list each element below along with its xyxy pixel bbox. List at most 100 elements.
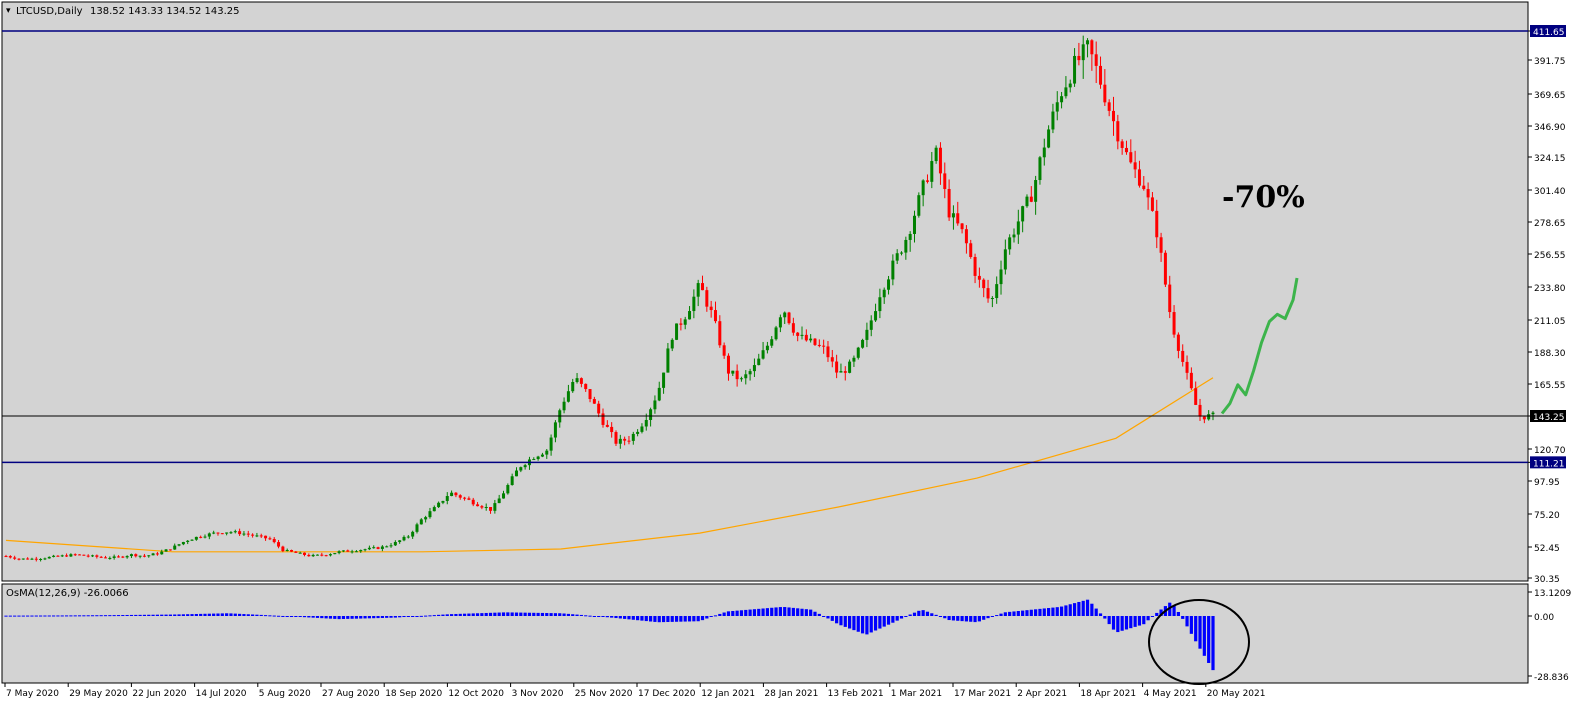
candle [350, 549, 354, 554]
candle [830, 349, 834, 368]
osma-histogram-bar [354, 616, 359, 619]
candle [895, 249, 899, 265]
osma-histogram-bar [1085, 599, 1090, 616]
candle [705, 286, 709, 312]
osma-histogram-bar [294, 616, 298, 617]
candle [986, 279, 990, 303]
candle [1008, 234, 1012, 255]
osma-histogram-bar [510, 612, 514, 616]
candle [134, 553, 138, 558]
candle [458, 494, 462, 500]
candle [1155, 199, 1159, 249]
candle [307, 553, 311, 557]
candle [155, 551, 159, 556]
osma-histogram-bar [605, 616, 609, 618]
osma-histogram-bar [804, 609, 808, 616]
candle [982, 278, 986, 298]
osma-histogram-bar [315, 616, 320, 618]
x-tick-label: 7 May 2020 [6, 689, 59, 699]
osma-histogram-bar [895, 616, 899, 621]
osma-histogram-bar [1068, 604, 1072, 616]
candle [514, 467, 518, 477]
y-tick-label: 256.55 [1534, 251, 1566, 261]
candle [437, 501, 441, 509]
osma-histogram-bar [969, 616, 973, 622]
y-tick-label: 346.90 [1534, 123, 1566, 133]
osma-histogram-bar [938, 616, 943, 617]
osma-histogram-bar [506, 612, 510, 616]
candle [631, 431, 635, 445]
candle [160, 549, 164, 555]
osma-histogram-bar [1198, 616, 1202, 649]
candle [744, 370, 748, 385]
candle [242, 531, 246, 537]
candle [614, 430, 618, 446]
osma-histogram-bar [1051, 607, 1055, 616]
candle [532, 457, 536, 461]
osma-histogram-bar [121, 615, 125, 617]
osma-histogram-bar [930, 613, 934, 616]
osma-histogram-bar [731, 610, 735, 616]
osma-histogram-bar [536, 612, 540, 616]
candle [1111, 96, 1115, 136]
candle [376, 546, 380, 550]
osma-histogram-bar [588, 615, 592, 617]
candle [380, 545, 384, 552]
osma-histogram-bar [800, 608, 804, 616]
candle [683, 316, 687, 330]
osma-indicator-panel[interactable] [1, 583, 1529, 684]
y-tick-label: 30.35 [1534, 575, 1560, 585]
osma-histogram-bar [982, 616, 986, 620]
x-tick-label: 12 Oct 2020 [448, 689, 504, 699]
osma-histogram-bar [458, 613, 462, 616]
x-tick-label: 18 Sep 2020 [385, 689, 442, 699]
candle [91, 554, 95, 558]
osma-histogram-bar [973, 616, 977, 623]
candle [726, 353, 730, 381]
candle [203, 534, 207, 539]
candle [454, 492, 458, 498]
osma-histogram-bar [623, 616, 627, 619]
candle [817, 339, 821, 348]
osma-histogram-bar [86, 615, 90, 617]
candle [796, 331, 800, 342]
candle [415, 522, 419, 534]
candle [917, 192, 921, 218]
osma-histogram-bar [493, 612, 497, 616]
osma-histogram-bar [1176, 611, 1180, 616]
osma-histogram-bar [778, 607, 782, 616]
osma-histogram-bar [268, 615, 272, 617]
candle [181, 541, 185, 546]
osma-histogram-bar [497, 612, 501, 616]
osma-histogram-bar [822, 616, 826, 617]
osma-histogram-bar [406, 616, 410, 617]
candle [553, 420, 557, 443]
osma-histogram-bar [272, 615, 276, 617]
osma-histogram-bar [735, 610, 739, 616]
main-price-panel[interactable] [1, 1, 1529, 582]
osma-histogram-bar [380, 616, 384, 618]
candle [592, 396, 596, 404]
osma-histogram-bar [160, 614, 164, 616]
candle [904, 236, 908, 260]
candle [8, 555, 12, 559]
moving-average-line [5, 377, 1214, 553]
x-tick-label: 3 Nov 2020 [512, 689, 564, 699]
candle [186, 539, 190, 545]
osma-histogram-bar [432, 615, 436, 617]
osma-histogram-bar [246, 614, 250, 616]
candle [1025, 194, 1029, 208]
osma-histogram-bar [1137, 616, 1142, 626]
osma-histogram-bar [398, 616, 402, 618]
candle [78, 554, 82, 556]
osma-histogram-bar [255, 614, 259, 616]
osma-histogram-bar [878, 616, 882, 629]
candle [701, 275, 705, 291]
osma-histogram-bar [90, 615, 95, 617]
osma-histogram-bar [1189, 616, 1193, 634]
candle [497, 494, 501, 504]
osma-histogram-bar [1172, 605, 1176, 616]
osma-histogram-bar [341, 616, 346, 620]
candle [1012, 228, 1016, 243]
percent-drop-annotation: -70% [1222, 180, 1305, 215]
